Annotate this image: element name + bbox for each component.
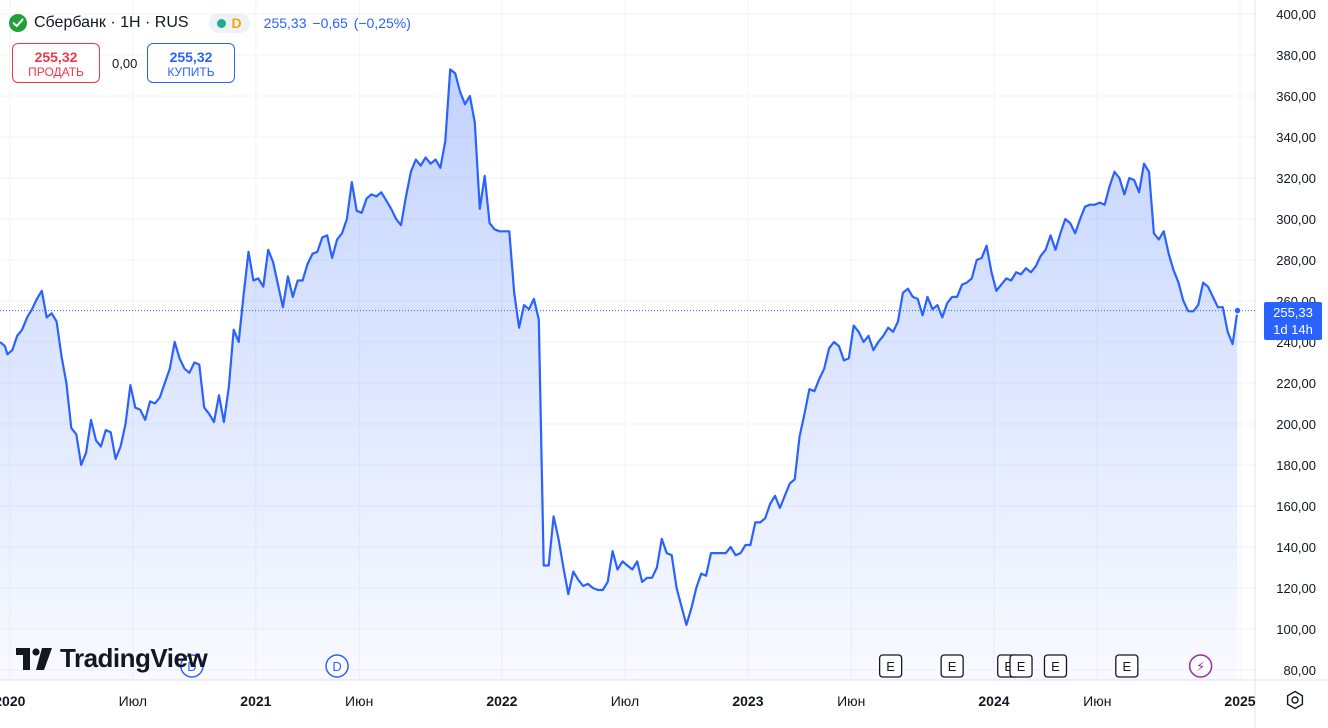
y-tick-label: 320,00 — [1276, 171, 1316, 186]
last-price-tag: 255,33 1d 14h — [1264, 302, 1322, 340]
earnings-marker[interactable]: E — [1115, 654, 1139, 678]
earnings-marker[interactable]: E — [1043, 654, 1068, 678]
market-status-pill[interactable]: D — [208, 13, 250, 33]
earnings-marker-box — [1043, 654, 1068, 678]
buy-label: КУПИТЬ — [167, 65, 215, 79]
tradingview-logo-text: TradingView — [60, 643, 208, 673]
change-value: −0,65 — [312, 15, 348, 31]
sell-label: ПРОДАТЬ — [28, 65, 84, 79]
last-price-value: 255,33 — [263, 15, 307, 31]
earnings-marker[interactable]: E — [1009, 654, 1033, 678]
earnings-marker-box — [878, 654, 903, 678]
symbol-title[interactable]: Сбербанк · 1Н · RUS — [34, 14, 189, 31]
x-tick-label: 2024 — [978, 693, 1009, 709]
market-open-dot-icon — [216, 18, 226, 28]
y-tick-label: 340,00 — [1276, 130, 1316, 145]
symbol-legend[interactable]: Сбербанк · 1Н · RUS D 255,33 −0,65 (−0,2… — [8, 12, 411, 34]
y-tick-label: 360,00 — [1276, 89, 1316, 104]
x-tick-label: Июн — [345, 693, 373, 709]
y-tick-label: 140,00 — [1276, 540, 1316, 555]
x-tick-label: 2023 — [732, 693, 763, 709]
y-tick-label: 80,00 — [1283, 663, 1316, 678]
x-tick-label: Июн — [1083, 693, 1111, 709]
earnings-marker-box — [940, 654, 964, 678]
tradingview-logo[interactable]: TradingView — [16, 643, 208, 674]
price-area-fill — [0, 69, 1238, 680]
earnings-marker-label: E — [1051, 659, 1060, 674]
earnings-marker-box — [1115, 654, 1139, 678]
sell-price: 255,32 — [34, 49, 78, 65]
price-series-line — [0, 68, 1239, 626]
earnings-marker[interactable]: E — [878, 654, 903, 678]
price-tag-countdown: 1d 14h — [1273, 322, 1313, 337]
dividend-marker-label: D — [187, 659, 196, 674]
y-tick-label: 280,00 — [1276, 253, 1316, 268]
buy-price: 255,32 — [169, 49, 213, 65]
buy-button[interactable]: 255,32 КУПИТЬ — [147, 43, 235, 83]
sell-button[interactable]: 255,32 ПРОДАТЬ — [12, 43, 100, 83]
settings-icon[interactable] — [1285, 690, 1305, 710]
change-percent: (−0,25%) — [353, 15, 411, 31]
price-legend: 255,33 −0,65 (−0,25%) — [264, 15, 411, 31]
earnings-marker-label: E — [1004, 659, 1013, 674]
y-tick-label: 120,00 — [1276, 581, 1316, 596]
dividend-marker[interactable]: D — [325, 654, 349, 678]
y-tick-label: 180,00 — [1276, 458, 1316, 473]
spread-value: 0,00 — [112, 56, 138, 71]
earnings-marker-label: E — [1122, 659, 1131, 674]
split-marker[interactable]: ⚡ — [1188, 654, 1213, 678]
x-tick-label: 2020 — [0, 693, 26, 709]
x-tick-label: Июн — [837, 693, 865, 709]
tradingview-logo-icon — [16, 647, 52, 670]
x-tick-label: Июл — [611, 693, 639, 709]
dividend-marker-circle — [180, 654, 204, 678]
y-axis[interactable]: 80,00 100,00 120,00 140,00 160,00 180,00 200,0… — [1276, 7, 1316, 678]
dividend-marker-label: D — [332, 659, 341, 674]
y-tick-label: 400,00 — [1276, 7, 1316, 22]
y-tick-label: 200,00 — [1276, 417, 1316, 432]
last-price-dot — [1233, 306, 1242, 315]
sberbank-logo-icon — [9, 14, 27, 32]
earnings-marker-box — [1009, 654, 1033, 678]
delayed-data-badge: D — [231, 15, 242, 31]
earnings-marker-label: E — [948, 659, 957, 674]
event-markers: D D E E E E E E ⚡ — [180, 654, 1213, 678]
x-tick-label: 2025 — [1224, 693, 1255, 709]
x-axis[interactable]: 2020 Июл 2021 Июн 2022 Июл 2023 Июн 2024 Июн 2025 — [0, 693, 1256, 709]
dividend-marker[interactable]: D — [180, 654, 204, 678]
y-tick-label: 160,00 — [1276, 499, 1316, 514]
price-tag-value: 255,33 — [1273, 305, 1313, 320]
y-tick-label: 300,00 — [1276, 212, 1316, 227]
earnings-marker-label: E — [1017, 659, 1026, 674]
dividend-marker-circle — [325, 654, 349, 678]
earnings-marker-label: E — [886, 659, 895, 674]
y-tick-label: 100,00 — [1276, 622, 1316, 637]
x-tick-label: Июл — [119, 693, 147, 709]
earnings-marker[interactable]: E — [940, 654, 964, 678]
x-tick-label: 2022 — [486, 693, 517, 709]
lightning-icon: ⚡ — [1196, 660, 1205, 675]
y-tick-label: 380,00 — [1276, 48, 1316, 63]
split-marker-circle — [1188, 654, 1213, 678]
y-tick-label: 220,00 — [1276, 376, 1316, 391]
x-tick-label: 2021 — [240, 693, 271, 709]
